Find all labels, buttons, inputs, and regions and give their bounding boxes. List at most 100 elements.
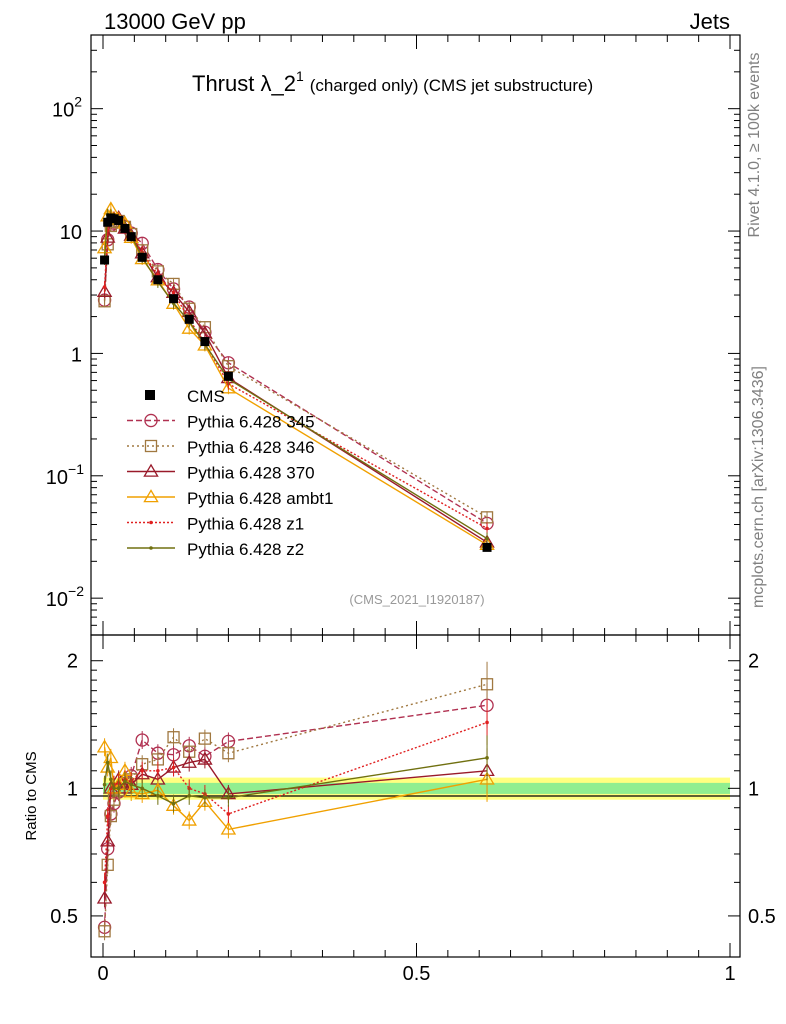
ratio-y-tick-label-right: 2 (748, 651, 759, 673)
legend-label: Pythia 6.428 346 (187, 438, 315, 457)
marker-dot (140, 768, 144, 773)
main-y-tick-label: 10−1 (46, 461, 84, 489)
ratio-series-line (103, 704, 488, 928)
marker-filled-square (126, 232, 136, 242)
marker-dot (485, 756, 489, 760)
marker-triangle (96, 739, 113, 753)
main-series-pythia-6.428-z1 (102, 211, 489, 535)
main-x-ticks (102, 35, 731, 635)
marker-triangle (99, 833, 116, 847)
marker-filled-square (137, 252, 147, 262)
ratio-frame (90, 634, 741, 958)
marker-filled-square (200, 337, 210, 347)
marker-dot (171, 290, 176, 295)
ratio-series-pythia-6.428-345 (97, 682, 494, 937)
marker-dot (156, 794, 160, 798)
marker-dot (149, 546, 153, 550)
marker-dot (123, 779, 127, 783)
marker-dot (203, 795, 207, 800)
marker-square (480, 678, 494, 691)
marker-square (101, 858, 114, 871)
legend-marker-cms (145, 390, 155, 400)
legend-label: Pythia 6.428 z2 (187, 540, 304, 559)
marker-triangle (220, 821, 237, 835)
marker-filled-square (482, 542, 492, 552)
marker-triangle (117, 780, 133, 794)
main-panel: 102 10 1 10−1 10−2 (46, 34, 741, 636)
marker-dot (485, 536, 489, 541)
marker-dot (171, 765, 176, 770)
marker-dot (105, 760, 110, 765)
legend-label-cms: CMS (187, 387, 225, 406)
ratio-series-pythia-6.428-z2 (102, 735, 489, 813)
ratio-band (103, 777, 730, 800)
x-tick-label: 1 (724, 963, 735, 985)
marker-triangle (143, 463, 159, 477)
main-y-tick-label: 102 (52, 94, 82, 122)
marker-filled-square (223, 371, 233, 381)
marker-dot (129, 782, 134, 787)
chart-title: Thrust λ_21 (charged only) (CMS jet subst… (192, 68, 593, 96)
marker-dot (140, 786, 144, 791)
marker-triangle (197, 751, 213, 765)
ratio-y-tick-label: 2 (67, 651, 78, 673)
legend-label: Pythia 6.428 345 (187, 413, 315, 432)
marker-dot (102, 880, 107, 885)
marker-triangle (123, 784, 139, 798)
marker-filled-square (100, 255, 110, 265)
marker-triangle (220, 380, 237, 394)
ratio-series-line (103, 721, 488, 883)
marker-dot (116, 786, 121, 791)
marker-dot (149, 520, 153, 525)
marker-triangle (134, 786, 150, 800)
marker-dot (102, 285, 107, 289)
side-label-top: Rivet 4.1.0, ≥ 100k events (746, 53, 763, 238)
ratio-series-line (103, 683, 488, 932)
side-label-bottom: mcplots.cern.ch [arXiv:1306.3436] (750, 366, 767, 608)
ratio-x-ticks: 0 0.5 1 (97, 635, 736, 985)
marker-triangle (143, 489, 159, 503)
ratio-y-tick-label-right: 1 (748, 778, 759, 800)
marker-triangle (96, 890, 113, 904)
legend: CMS Pythia 6.428 345 Pythia 6.428 346 Pythi… (127, 387, 333, 559)
marker-dot (112, 786, 116, 791)
marker-dot (171, 801, 176, 806)
main-y-tick-label: 10 (60, 222, 82, 244)
marker-dot (102, 782, 107, 787)
header-right: Jets (690, 9, 730, 34)
legend-label: Pythia 6.428 z1 (187, 515, 304, 534)
marker-triangle (96, 283, 113, 298)
marker-square (144, 439, 158, 453)
legend-label: Pythia 6.428 370 (187, 464, 315, 483)
ratio-axis-label: Ratio to CMS (23, 751, 40, 840)
marker-filled-square (184, 314, 194, 324)
ratio-y-tick-label: 1 (67, 778, 78, 800)
ratio-band-inner (103, 782, 730, 794)
marker-triangle (181, 812, 197, 826)
ratio-y-tick-label-right: 0.5 (748, 906, 776, 928)
marker-filled-square (153, 275, 163, 285)
marker-dot (105, 814, 110, 818)
marker-filled-square (109, 214, 119, 224)
marker-dot (226, 812, 231, 816)
marker-dot (187, 794, 192, 798)
header-left: 13000 GeV pp (104, 9, 246, 34)
marker-square (98, 925, 111, 938)
x-tick-label: 0.5 (403, 963, 431, 985)
marker-triangle (181, 754, 197, 768)
marker-dot (485, 720, 489, 725)
marker-circle (144, 413, 158, 428)
marker-square (198, 732, 212, 745)
marker-dot (485, 526, 489, 531)
marker-dot (226, 795, 231, 800)
marker-circle (135, 733, 149, 747)
marker-square (167, 731, 180, 744)
marker-triangle (479, 771, 495, 785)
marker-filled-square (120, 223, 130, 233)
marker-square (222, 747, 235, 760)
ratio-series-layer (96, 661, 495, 941)
marker-dot (156, 768, 160, 773)
marker-filled-square (114, 215, 124, 225)
ratio-y-ticks: 0.5 0.5 1 1 2 2 (50, 651, 776, 928)
